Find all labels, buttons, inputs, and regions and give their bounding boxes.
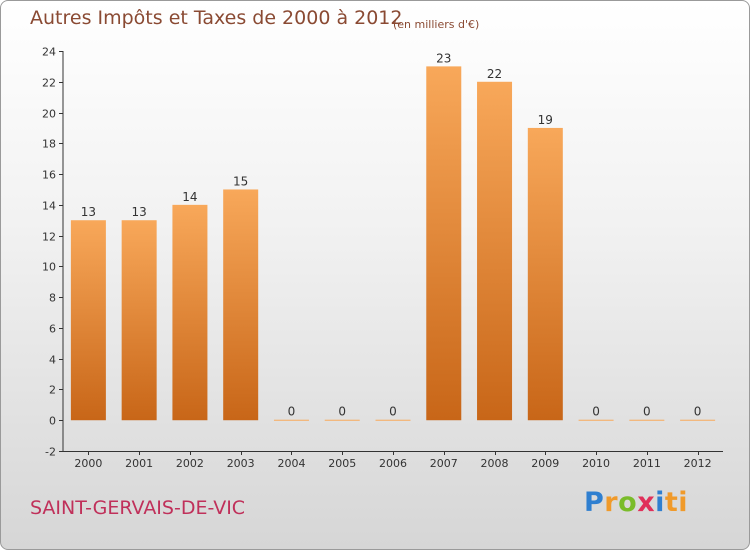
x-tick-label: 2009 <box>531 457 559 470</box>
bar <box>324 419 360 421</box>
bar-value-label: 19 <box>538 113 553 127</box>
bar-value-label: 0 <box>592 405 600 419</box>
x-tick-label: 2001 <box>125 457 153 470</box>
y-tick-label: 0 <box>49 415 56 428</box>
y-tick-label: 2 <box>49 384 56 397</box>
y-tick-label: 6 <box>49 323 56 336</box>
x-tick-label: 2010 <box>582 457 610 470</box>
x-tick-label: 2004 <box>277 457 305 470</box>
proxiti-logo[interactable]: Proxiti <box>584 487 689 518</box>
x-tick-label: 2002 <box>176 457 204 470</box>
x-tick-label: 2005 <box>328 457 356 470</box>
y-tick-label: 16 <box>42 169 56 182</box>
chart-unit: (en milliers d'€) <box>393 18 480 31</box>
x-tick-label: 2007 <box>430 457 458 470</box>
bar-value-label: 0 <box>288 405 296 419</box>
y-tick-label: 22 <box>42 77 56 90</box>
y-tick-label: 12 <box>42 231 56 244</box>
x-tick-label: 2006 <box>379 457 407 470</box>
bar-value-label: 14 <box>182 190 197 204</box>
bar <box>680 419 716 421</box>
bar <box>273 419 309 421</box>
bar-value-label: 22 <box>487 67 502 81</box>
y-tick-label: 4 <box>49 354 56 367</box>
bar-value-label: 13 <box>81 205 96 219</box>
x-tick-label: 2011 <box>633 457 661 470</box>
bar <box>172 204 208 421</box>
y-tick-label: 20 <box>42 108 56 121</box>
bar <box>477 81 513 421</box>
y-tick-label: 10 <box>42 261 56 274</box>
bar <box>375 419 411 421</box>
bar-value-label: 0 <box>694 405 702 419</box>
bar-value-label: 23 <box>436 51 451 65</box>
bar <box>223 189 259 421</box>
y-tick-label: 8 <box>49 292 56 305</box>
x-tick-label: 2008 <box>481 457 509 470</box>
bar <box>121 220 157 421</box>
x-tick-label: 2012 <box>684 457 712 470</box>
chart-title: Autres Impôts et Taxes de 2000 à 2012 <box>30 7 403 29</box>
y-tick-label: 24 <box>42 46 56 59</box>
bar <box>578 419 614 421</box>
x-tick-label: 2000 <box>74 457 102 470</box>
bar <box>527 127 563 421</box>
y-tick-label: 18 <box>42 138 56 151</box>
bar-value-label: 0 <box>389 405 397 419</box>
bar-value-label: 13 <box>132 205 147 219</box>
commune-name: SAINT-GERVAIS-DE-VIC <box>30 497 246 519</box>
y-tick-label: -2 <box>45 446 56 459</box>
bar <box>629 419 665 421</box>
x-tick-label: 2003 <box>227 457 255 470</box>
y-tick-label: 14 <box>42 200 56 213</box>
bar-value-label: 0 <box>338 405 346 419</box>
bar <box>426 66 462 421</box>
bar <box>70 220 106 421</box>
bar-value-label: 15 <box>233 174 248 188</box>
bar-value-label: 0 <box>643 405 651 419</box>
